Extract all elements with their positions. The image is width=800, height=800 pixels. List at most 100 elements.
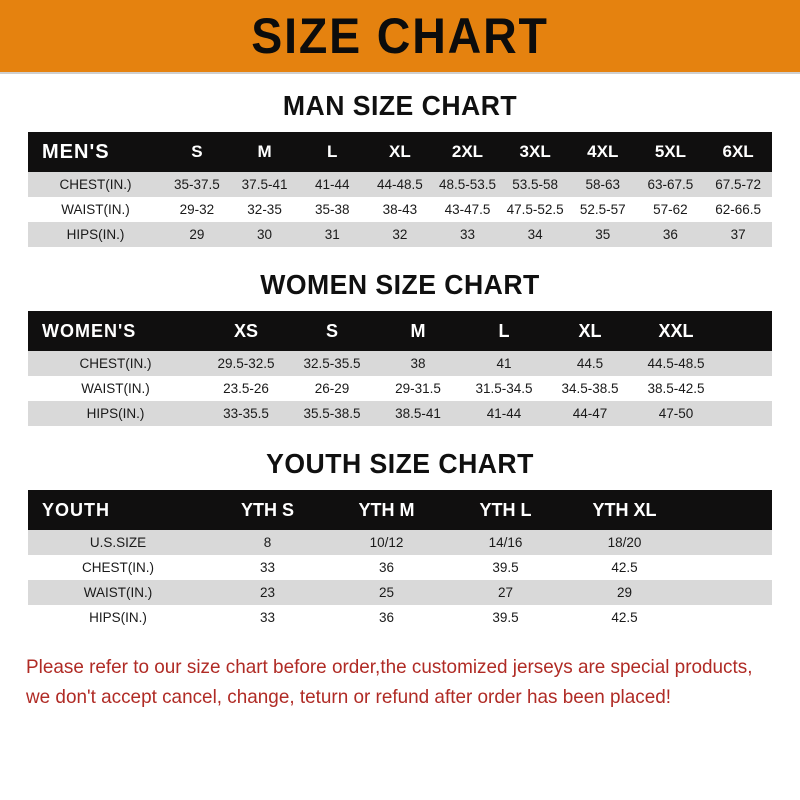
cell: 63-67.5 <box>636 172 705 197</box>
cell: 38 <box>375 351 461 376</box>
cell: 35-38 <box>298 197 367 222</box>
row-label-waist: WAIST(IN.) <box>28 197 164 222</box>
row-label-hips: HIPS(IN.) <box>28 401 203 426</box>
cell: 33 <box>208 605 327 630</box>
cell: 42.5 <box>565 555 684 580</box>
header-cell-pad <box>684 490 772 530</box>
disclaimer-line-2: we don't accept cancel, change, teturn o… <box>26 686 672 708</box>
cell: 41 <box>461 351 547 376</box>
cell: 38.5-41 <box>375 401 461 426</box>
header-cell-3xl: 3XL <box>501 132 569 172</box>
cell: 48.5-53.5 <box>433 172 502 197</box>
cell: 38.5-42.5 <box>633 376 719 401</box>
table-row: HIPS(IN.) 33-35.5 35.5-38.5 38.5-41 41-4… <box>28 401 772 426</box>
cell: 33 <box>433 222 502 247</box>
row-label-chest: CHEST(IN.) <box>28 172 164 197</box>
cell: 44.5-48.5 <box>633 351 719 376</box>
cell: 25 <box>327 580 446 605</box>
man-table-wrap: MEN'S S M L XL 2XL 3XL 4XL 5XL 6XL CHEST… <box>28 132 772 247</box>
row-label-chest: CHEST(IN.) <box>28 555 208 580</box>
header-cell-xs: XS <box>203 311 289 351</box>
women-table-wrap: WOMEN'S XS S M L XL XXL CHEST(IN.) 29.5-… <box>28 311 772 426</box>
cell: 29.5-32.5 <box>203 351 289 376</box>
cell: 35-37.5 <box>163 172 231 197</box>
table-row: CHEST(IN.) 33 36 39.5 42.5 <box>28 555 772 580</box>
row-label-waist: WAIST(IN.) <box>28 376 203 401</box>
table-row: U.S.SIZE 8 10/12 14/16 18/20 <box>28 530 772 555</box>
header-cell-m: M <box>230 132 299 172</box>
cell: 47.5-52.5 <box>501 197 569 222</box>
cell: 29 <box>565 580 684 605</box>
cell: 33-35.5 <box>203 401 289 426</box>
header-label: YOUTH <box>28 490 208 530</box>
page-banner: SIZE CHART <box>0 0 800 74</box>
table-row: CHEST(IN.) 29.5-32.5 32.5-35.5 38 41 44.… <box>28 351 772 376</box>
cell: 44.5 <box>547 351 633 376</box>
header-cell-5xl: 5XL <box>636 132 705 172</box>
man-section-title: MAN SIZE CHART <box>282 90 518 121</box>
row-label-waist: WAIST(IN.) <box>28 580 208 605</box>
table-header-row: YOUTH YTH S YTH M YTH L YTH XL <box>28 490 772 530</box>
table-row: HIPS(IN.) 29 30 31 32 33 34 35 36 37 <box>28 222 772 247</box>
cell: 14/16 <box>446 530 565 555</box>
cell-pad <box>719 376 772 401</box>
cell: 62-66.5 <box>704 197 772 222</box>
youth-section-title: YOUTH SIZE CHART <box>266 448 534 479</box>
cell: 39.5 <box>446 555 565 580</box>
cell-pad <box>684 530 772 555</box>
cell: 29-32 <box>163 197 231 222</box>
cell: 33 <box>208 555 327 580</box>
header-cell-4xl: 4XL <box>568 132 637 172</box>
header-cell-m: M <box>375 311 461 351</box>
cell-pad <box>684 580 772 605</box>
cell: 43-47.5 <box>433 197 502 222</box>
cell: 23 <box>208 580 327 605</box>
header-cell-s: S <box>289 311 375 351</box>
disclaimer-line-1: Please refer to our size chart before or… <box>26 656 753 678</box>
header-label: WOMEN'S <box>28 311 203 351</box>
man-size-table: MEN'S S M L XL 2XL 3XL 4XL 5XL 6XL CHEST… <box>28 132 772 247</box>
table-row: WAIST(IN.) 23 25 27 29 <box>28 580 772 605</box>
cell: 31.5-34.5 <box>461 376 547 401</box>
cell: 41-44 <box>298 172 367 197</box>
header-cell-pad <box>719 311 772 351</box>
cell-pad <box>684 555 772 580</box>
cell: 31 <box>298 222 367 247</box>
header-cell-l: L <box>461 311 547 351</box>
cell: 34 <box>501 222 569 247</box>
cell: 38-43 <box>366 197 434 222</box>
cell: 26-29 <box>289 376 375 401</box>
row-label-hips: HIPS(IN.) <box>28 605 208 630</box>
cell: 29-31.5 <box>375 376 461 401</box>
cell: 39.5 <box>446 605 565 630</box>
cell: 34.5-38.5 <box>547 376 633 401</box>
youth-table-wrap: YOUTH YTH S YTH M YTH L YTH XL U.S.SIZE … <box>28 490 772 630</box>
cell: 44-47 <box>547 401 633 426</box>
cell: 10/12 <box>327 530 446 555</box>
header-cell-yth-s: YTH S <box>208 490 327 530</box>
cell: 27 <box>446 580 565 605</box>
table-header-row: WOMEN'S XS S M L XL XXL <box>28 311 772 351</box>
page-title: SIZE CHART <box>251 8 549 64</box>
cell: 32 <box>366 222 434 247</box>
cell: 35.5-38.5 <box>289 401 375 426</box>
cell: 30 <box>230 222 299 247</box>
cell: 41-44 <box>461 401 547 426</box>
header-label: MEN'S <box>28 132 164 172</box>
cell: 47-50 <box>633 401 719 426</box>
header-cell-s: S <box>163 132 231 172</box>
cell: 42.5 <box>565 605 684 630</box>
row-label-hips: HIPS(IN.) <box>28 222 164 247</box>
cell: 37.5-41 <box>230 172 299 197</box>
cell-pad <box>684 605 772 630</box>
cell: 58-63 <box>568 172 637 197</box>
header-cell-xl: XL <box>366 132 434 172</box>
cell-pad <box>719 401 772 426</box>
cell-pad <box>719 351 772 376</box>
cell: 67.5-72 <box>704 172 772 197</box>
cell: 52.5-57 <box>568 197 637 222</box>
header-cell-6xl: 6XL <box>704 132 772 172</box>
table-row: WAIST(IN.) 29-32 32-35 35-38 38-43 43-47… <box>28 197 772 222</box>
table-row: WAIST(IN.) 23.5-26 26-29 29-31.5 31.5-34… <box>28 376 772 401</box>
